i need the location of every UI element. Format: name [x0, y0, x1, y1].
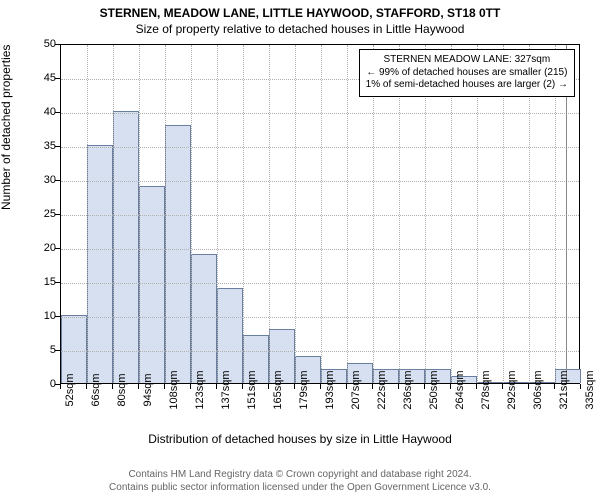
x-tick-label: 250sqm [428, 370, 440, 409]
y-tick-mark [55, 350, 60, 351]
y-tick-mark [55, 78, 60, 79]
chart-container: STERNEN, MEADOW LANE, LITTLE HAYWOOD, ST… [0, 0, 600, 500]
annotation-box: STERNEN MEADOW LANE: 327sqm ← 99% of det… [359, 49, 575, 97]
y-tick-label: 25 [26, 208, 56, 220]
y-tick-label: 10 [26, 310, 56, 322]
x-tick-mark [450, 384, 451, 389]
y-tick-label: 0 [26, 378, 56, 390]
x-axis-label: Distribution of detached houses by size … [0, 432, 600, 446]
x-tick-mark [476, 384, 477, 389]
y-tick-mark [55, 146, 60, 147]
annotation-line-1: STERNEN MEADOW LANE: 327sqm [366, 54, 568, 67]
x-tick-label: 292sqm [506, 370, 518, 409]
gridline-vertical [243, 45, 244, 383]
x-tick-label: 108sqm [168, 370, 180, 409]
y-tick-label: 40 [26, 106, 56, 118]
gridline-vertical [347, 45, 348, 383]
annotation-line-3: 1% of semi-detached houses are larger (2… [366, 79, 568, 92]
x-tick-label: 207sqm [350, 370, 362, 409]
histogram-bar [165, 125, 191, 383]
y-tick-label: 35 [26, 140, 56, 152]
x-tick-label: 179sqm [298, 370, 310, 409]
gridline-vertical [217, 45, 218, 383]
annotation-line-2: ← 99% of detached houses are smaller (21… [366, 67, 568, 80]
chart-title-sub: Size of property relative to detached ho… [0, 20, 600, 40]
y-tick-label: 15 [26, 276, 56, 288]
x-tick-mark [320, 384, 321, 389]
gridline-vertical [87, 45, 88, 383]
gridline-vertical [321, 45, 322, 383]
x-tick-mark [424, 384, 425, 389]
x-tick-label: 193sqm [324, 370, 336, 409]
y-tick-mark [55, 282, 60, 283]
x-tick-label: 264sqm [454, 370, 466, 409]
x-tick-label: 321sqm [558, 370, 570, 409]
x-tick-label: 165sqm [272, 370, 284, 409]
gridline-vertical [295, 45, 296, 383]
y-tick-mark [55, 180, 60, 181]
x-tick-mark [502, 384, 503, 389]
gridline-vertical [113, 45, 114, 383]
gridline-vertical [191, 45, 192, 383]
x-tick-mark [346, 384, 347, 389]
y-tick-mark [55, 214, 60, 215]
histogram-bar [191, 254, 217, 383]
y-tick-mark [55, 316, 60, 317]
x-tick-label: 137sqm [220, 370, 232, 409]
y-tick-label: 30 [26, 174, 56, 186]
y-tick-label: 45 [26, 72, 56, 84]
x-tick-mark [372, 384, 373, 389]
x-tick-mark [190, 384, 191, 389]
y-tick-mark [55, 44, 60, 45]
footer-line-2: Contains public sector information licen… [0, 482, 600, 495]
x-tick-mark [138, 384, 139, 389]
x-tick-label: 222sqm [376, 370, 388, 409]
x-tick-label: 278sqm [480, 370, 492, 409]
x-tick-mark [60, 384, 61, 389]
y-tick-label: 5 [26, 344, 56, 356]
x-tick-mark [268, 384, 269, 389]
y-tick-mark [55, 248, 60, 249]
gridline-vertical [139, 45, 140, 383]
gridline-vertical [269, 45, 270, 383]
x-tick-label: 94sqm [142, 373, 154, 406]
plot-area: STERNEN MEADOW LANE: 327sqm ← 99% of det… [60, 44, 580, 384]
footer-line-1: Contains HM Land Registry data © Crown c… [0, 469, 600, 482]
x-tick-mark [580, 384, 581, 389]
footer-credits: Contains HM Land Registry data © Crown c… [0, 469, 600, 494]
x-tick-label: 80sqm [116, 373, 128, 406]
x-tick-label: 306sqm [532, 370, 544, 409]
histogram-bar [113, 111, 139, 383]
gridline-vertical [165, 45, 166, 383]
x-tick-mark [398, 384, 399, 389]
y-tick-label: 50 [26, 38, 56, 50]
x-tick-label: 66sqm [90, 373, 102, 406]
x-tick-label: 151sqm [246, 370, 258, 409]
x-tick-mark [112, 384, 113, 389]
x-tick-label: 123sqm [194, 370, 206, 409]
x-tick-mark [528, 384, 529, 389]
y-axis-label: Number of detached properties [0, 45, 13, 210]
x-tick-mark [294, 384, 295, 389]
y-tick-label: 20 [26, 242, 56, 254]
x-tick-mark [86, 384, 87, 389]
x-tick-label: 335sqm [584, 370, 596, 409]
x-tick-mark [164, 384, 165, 389]
chart-title-main: STERNEN, MEADOW LANE, LITTLE HAYWOOD, ST… [0, 0, 600, 20]
x-tick-mark [242, 384, 243, 389]
x-tick-label: 236sqm [402, 370, 414, 409]
y-tick-mark [55, 112, 60, 113]
x-tick-mark [554, 384, 555, 389]
histogram-bar [217, 288, 243, 383]
x-tick-label: 52sqm [64, 373, 76, 406]
x-tick-mark [216, 384, 217, 389]
